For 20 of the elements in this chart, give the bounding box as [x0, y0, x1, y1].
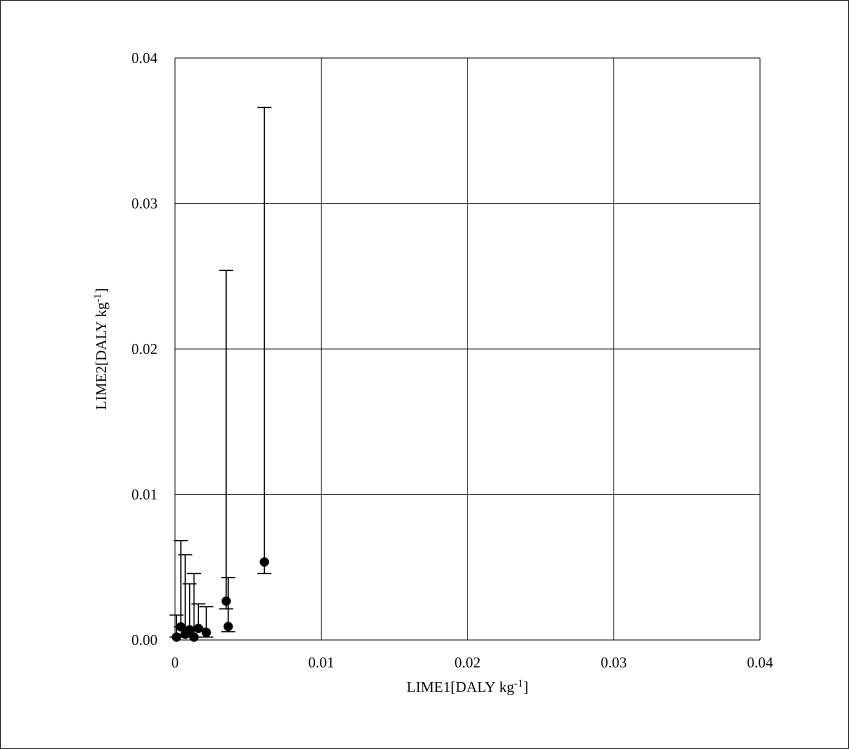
- x-tick-label: 0.01: [308, 657, 334, 668]
- x-axis-title: LIME1[DALY kg$^{-1}$]: [407, 680, 528, 696]
- point: [260, 557, 270, 567]
- y-tick-label: 0.03: [132, 198, 157, 209]
- x-tick-label: 0: [172, 657, 178, 668]
- y-tick-label: 0.02: [132, 344, 157, 354]
- point: [221, 596, 231, 606]
- x-tick-label: 0.03: [601, 657, 626, 668]
- x-tick-label: 0.04: [747, 657, 773, 668]
- x-tick-label: 0.02: [454, 657, 480, 668]
- y-tick-label: 0.01: [132, 489, 157, 500]
- y-tick-label: 0.04: [132, 52, 158, 64]
- y-axis-title: LIME2[DALY kg$^{-1}$]: [94, 289, 110, 410]
- point: [184, 625, 194, 634]
- point: [172, 632, 182, 642]
- point: [176, 622, 186, 632]
- point: [202, 628, 212, 638]
- point: [194, 624, 204, 634]
- point: [189, 632, 199, 642]
- y-tick-label: 0.00: [132, 634, 158, 646]
